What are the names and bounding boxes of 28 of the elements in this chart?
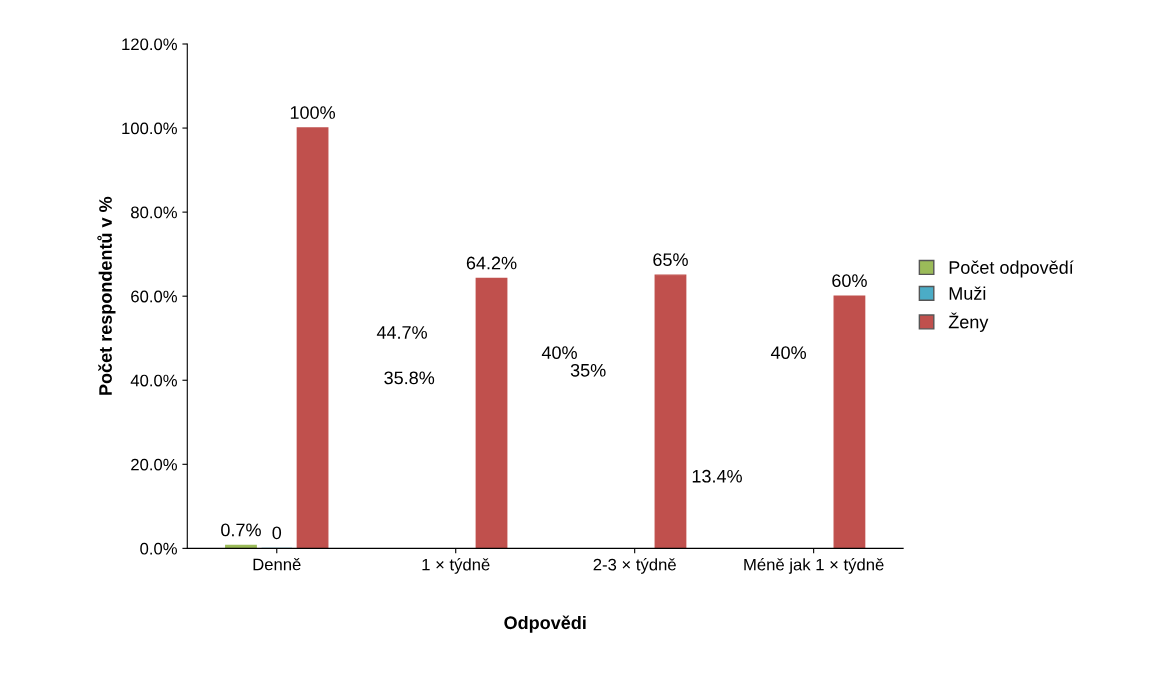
y-axis-title: Počet respondentů v % [97,196,116,395]
y-tick-label: 100.0% [122,122,177,135]
y-tick-label: 20.0% [131,458,177,471]
data-label: 100% [290,106,336,119]
data-label: 0.7% [221,523,261,537]
annotation: 44.7% [376,326,427,339]
x-tick-label: 1 × týdně [422,558,490,574]
annotation: 13.4% [692,469,742,483]
data-label: 65% [653,253,688,267]
legend-label: Ženy [948,312,989,332]
x-tick-label: Méně jak 1 × týdně [744,558,884,574]
x-tick-label: 2-3 × týdně [593,558,676,574]
y-tick-label: 120.0% [122,38,177,51]
annotation: 40% [541,346,577,360]
legend-label: Muži [949,286,986,300]
y-tick-label: 80.0% [131,206,177,219]
y-tick-label: 40.0% [130,374,177,387]
data-label: 60% [832,274,867,288]
y-tick-label: 0.0% [140,542,177,555]
annotation: 40% [770,346,807,360]
y-tick-label: 60.0% [131,290,177,303]
data-label: 64.2% [466,256,517,270]
data-label: 0 [272,526,282,540]
x-tick-label: Denně [253,558,301,571]
x-axis-title: Odpovědi [504,615,586,633]
annotation: 35% [570,363,606,377]
annotation: 35.8% [384,371,435,385]
legend-label: Počet odpovědí [949,260,1074,278]
